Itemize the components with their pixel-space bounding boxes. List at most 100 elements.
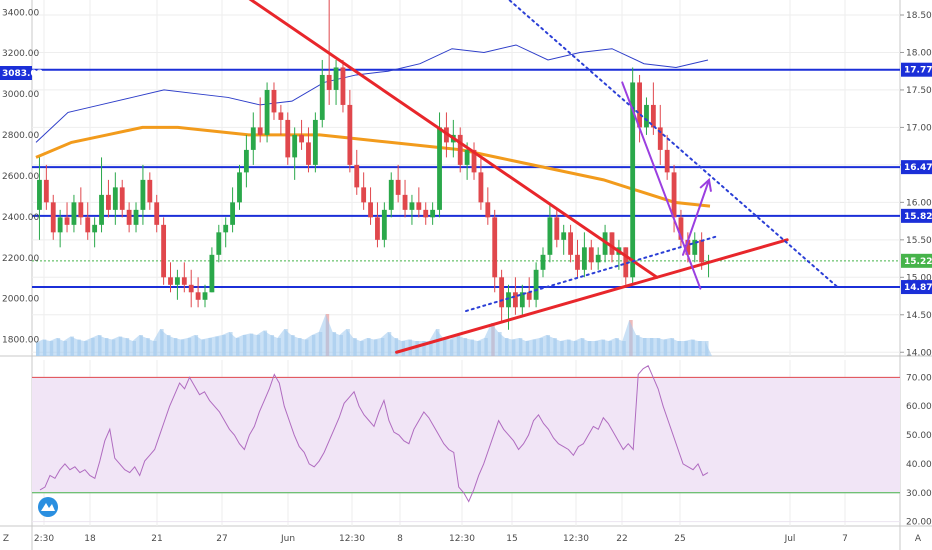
price-badge-label: 15.82 — [904, 212, 932, 222]
candle-body — [395, 179, 401, 195]
left-axis-tick-label: 3000.00 — [2, 90, 39, 100]
time-axis-label: 2:30 — [34, 534, 54, 544]
candle-body — [50, 202, 56, 233]
candle-body — [340, 67, 346, 105]
candle-body — [57, 217, 63, 233]
price-panel[interactable] — [32, 0, 900, 355]
candle-body — [409, 202, 415, 210]
candle-body — [554, 217, 560, 240]
candle-body — [423, 209, 429, 218]
candle-body — [575, 254, 580, 270]
candle-body — [147, 179, 153, 203]
time-axis-label: 22 — [616, 534, 627, 544]
candle-body — [657, 127, 663, 150]
candle-body — [588, 247, 594, 263]
price-badge — [901, 160, 932, 175]
candle-body — [368, 202, 373, 218]
candles — [37, 0, 711, 330]
candle-body — [64, 217, 70, 225]
candle-body — [692, 239, 698, 255]
trendline-annotations — [248, 0, 841, 354]
rsi-series — [39, 365, 709, 503]
candle-body — [209, 254, 215, 293]
blue-comparison-line — [35, 44, 709, 143]
left-axis-tick-label: 3400.00 — [2, 8, 39, 18]
candle-body — [388, 179, 394, 210]
candle-body — [499, 277, 505, 308]
dotted-blue-trendline — [507, 0, 841, 290]
candle-body — [312, 119, 318, 165]
candle-body — [271, 89, 277, 113]
rsi-line — [39, 365, 709, 503]
candle-body — [195, 292, 201, 300]
rsi-axis-tick-label: 30.00 — [906, 489, 932, 499]
rsi-axis-tick-label: 20.00 — [906, 518, 932, 528]
candle-body — [678, 217, 684, 240]
candle-body — [168, 277, 173, 285]
price-badge-label: 16.47 — [904, 163, 932, 173]
candle-body — [402, 194, 408, 210]
candle-body — [630, 82, 636, 278]
candle-body — [37, 179, 42, 210]
candle-body — [464, 149, 470, 165]
price-badge — [901, 208, 932, 223]
price-badge — [901, 253, 932, 268]
left-axis-tick-label: 2400.00 — [2, 213, 39, 223]
price-badge — [901, 280, 932, 295]
candle-body — [92, 224, 98, 233]
time-axis-label: 12:30 — [339, 534, 365, 544]
time-axis-label: 12:30 — [449, 534, 475, 544]
red-trendline — [395, 238, 789, 354]
left-axis-tick-label: 2600.00 — [2, 172, 39, 182]
candle-body — [478, 172, 484, 203]
candle-body — [644, 104, 649, 128]
candle-body — [526, 292, 532, 300]
rsi-band — [32, 376, 900, 494]
candle-body — [243, 149, 249, 173]
candle-body — [471, 149, 477, 173]
orange-moving-average — [35, 125, 711, 208]
tradingview-logo[interactable] — [38, 497, 58, 517]
price-badges: 17.77 16.47 15.82 15.22 14.87 3083.02 — [0, 62, 932, 295]
right-axis-tick-label: 15.50 — [906, 236, 932, 246]
time-axis-label: 15 — [506, 534, 517, 544]
candle-body — [623, 247, 629, 278]
candle-body — [237, 172, 242, 203]
right-axis-tick-label: 17.50 — [906, 86, 932, 96]
candle-body — [561, 232, 567, 240]
candle-body — [85, 217, 91, 233]
candle-body — [154, 202, 160, 225]
candle-body — [43, 179, 49, 203]
candle-body — [126, 209, 132, 225]
left-price-badge — [0, 66, 32, 80]
right-axis-tick-label: 18.00 — [906, 48, 932, 58]
candle-body — [637, 82, 642, 128]
candle-body — [285, 119, 291, 158]
time-axis-label: 7 — [842, 534, 848, 544]
red-trendline — [248, 0, 659, 279]
candle-body — [492, 217, 498, 278]
axis-labels: 18.5018.0017.5017.0016.5016.0015.5015.00… — [2, 8, 932, 544]
purple-line — [621, 81, 702, 290]
volume-ma-area — [36, 314, 712, 356]
left-axis-tick-label: 1800.00 — [2, 336, 39, 346]
candle-body — [202, 292, 208, 300]
candle-body — [650, 104, 656, 128]
candle-body — [547, 217, 553, 255]
left-axis-tick-label: 2000.00 — [2, 295, 39, 305]
candle-body — [437, 127, 442, 210]
candle-body — [568, 232, 574, 255]
price-badge-label: 15.22 — [904, 257, 932, 267]
candle-body — [223, 224, 229, 233]
dotted-blue-trendline — [465, 235, 719, 313]
candle-body — [188, 284, 194, 293]
price-badge-label: 17.77 — [904, 66, 932, 76]
candle-body — [416, 202, 422, 210]
time-axis-label: 25 — [674, 534, 685, 544]
left-axis-tick-label: 2200.00 — [2, 254, 39, 264]
candle-body — [664, 149, 670, 173]
candle-body — [609, 232, 615, 255]
time-axis-label: A — [915, 534, 922, 544]
